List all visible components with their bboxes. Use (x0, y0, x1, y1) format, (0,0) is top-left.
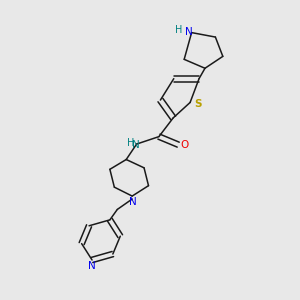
Text: S: S (195, 99, 202, 109)
Text: N: N (129, 197, 136, 207)
Text: N: N (88, 261, 95, 271)
Text: O: O (181, 140, 189, 150)
Text: H: H (127, 138, 134, 148)
Text: H: H (175, 25, 182, 34)
Text: N: N (132, 140, 140, 150)
Text: N: N (185, 27, 193, 37)
